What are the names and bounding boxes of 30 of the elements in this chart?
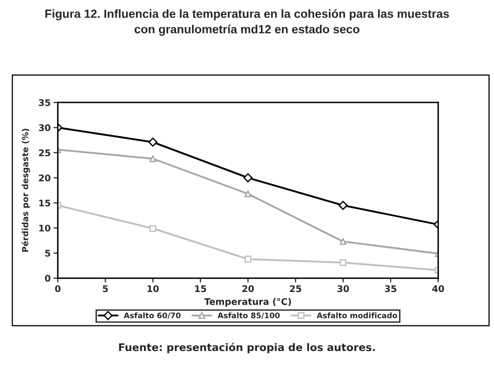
y-tick-label: 25 (39, 149, 50, 156)
x-axis-title: Temperatura (°C) (204, 298, 291, 307)
chart-title: Figura 12. Influencia de la temperatura en la cohesión para las muestras con granulometría md12 en estado seco (45, 9, 449, 36)
y-tick-label: 0 (45, 274, 50, 282)
y-tick-label: 30 (38, 124, 50, 132)
y-tick-label: 5 (45, 250, 50, 257)
point (244, 256, 252, 262)
point (338, 200, 348, 210)
point (340, 259, 346, 266)
point (148, 138, 158, 147)
x-tick-label: 5 (102, 285, 108, 292)
point (149, 225, 156, 232)
x-tick-label: 35 (384, 285, 396, 292)
y-axis-title: Pérdidas por desgaste (%) (21, 128, 30, 252)
point (243, 173, 253, 182)
y-tick-label: 10 (39, 224, 50, 232)
y-tick-label: 15 (39, 200, 50, 206)
x-tick-label: 0 (55, 285, 61, 292)
x-tick-label: 20 (242, 285, 254, 292)
y-tick-label: 20 (39, 174, 50, 182)
x-tick-label: 30 (337, 285, 349, 292)
x-tick-label: 40 (432, 285, 444, 292)
x-tick-label: 15 (195, 285, 206, 292)
y-tick-label: 35 (38, 99, 50, 106)
x-tick-label: 25 (290, 285, 302, 292)
x-tick-label: 10 (148, 285, 159, 292)
point (244, 190, 252, 198)
point (340, 238, 346, 245)
point (149, 155, 156, 162)
source-note: Fuente: presentación propia de los autores. (119, 342, 375, 354)
